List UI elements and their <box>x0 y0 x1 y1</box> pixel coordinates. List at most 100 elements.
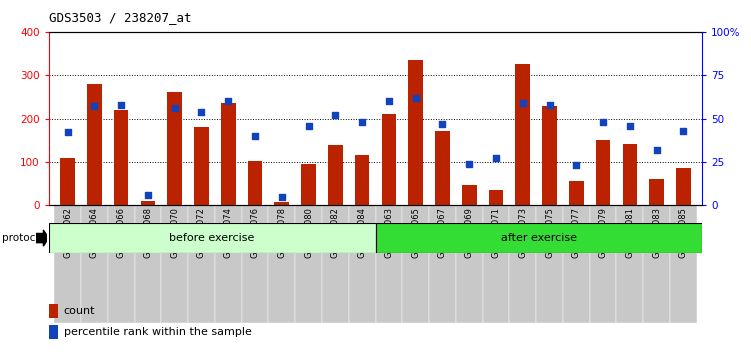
Bar <box>49 304 59 318</box>
Bar <box>542 105 557 205</box>
FancyBboxPatch shape <box>590 205 617 323</box>
FancyBboxPatch shape <box>617 205 644 323</box>
Bar <box>462 184 477 205</box>
Point <box>330 112 342 118</box>
FancyBboxPatch shape <box>81 205 107 323</box>
Point <box>677 128 689 133</box>
Text: GSM306074: GSM306074 <box>224 207 233 258</box>
FancyBboxPatch shape <box>644 205 670 323</box>
Point <box>303 123 315 129</box>
Point <box>490 156 502 161</box>
Text: GSM306083: GSM306083 <box>652 207 661 258</box>
FancyBboxPatch shape <box>348 205 376 323</box>
Bar <box>194 127 209 205</box>
Text: GSM306070: GSM306070 <box>170 207 179 258</box>
Bar <box>596 140 611 205</box>
Point <box>276 194 288 200</box>
Text: GSM306068: GSM306068 <box>143 207 152 258</box>
Bar <box>676 167 691 205</box>
Bar <box>49 223 376 253</box>
Bar <box>376 223 702 253</box>
FancyBboxPatch shape <box>268 205 295 323</box>
FancyBboxPatch shape <box>509 205 536 323</box>
Bar <box>489 190 503 205</box>
Point <box>89 104 101 109</box>
FancyBboxPatch shape <box>295 205 322 323</box>
Bar <box>274 202 289 205</box>
Text: GSM306066: GSM306066 <box>116 207 125 258</box>
Text: percentile rank within the sample: percentile rank within the sample <box>64 327 252 337</box>
Point <box>517 100 529 106</box>
FancyBboxPatch shape <box>134 205 161 323</box>
FancyBboxPatch shape <box>54 205 81 323</box>
Bar <box>301 164 316 205</box>
Text: after exercise: after exercise <box>501 233 577 243</box>
FancyBboxPatch shape <box>161 205 188 323</box>
Text: GSM306062: GSM306062 <box>63 207 72 258</box>
Text: GSM306078: GSM306078 <box>277 207 286 258</box>
Point <box>62 130 74 135</box>
Bar <box>382 114 397 205</box>
FancyBboxPatch shape <box>456 205 483 323</box>
Bar <box>354 155 369 205</box>
Text: GSM306064: GSM306064 <box>90 207 99 258</box>
Text: GSM306081: GSM306081 <box>626 207 635 258</box>
Point <box>624 123 636 129</box>
FancyArrow shape <box>36 230 49 246</box>
FancyBboxPatch shape <box>322 205 348 323</box>
FancyBboxPatch shape <box>107 205 134 323</box>
Text: GDS3503 / 238207_at: GDS3503 / 238207_at <box>49 11 192 24</box>
Text: GSM306085: GSM306085 <box>679 207 688 258</box>
FancyBboxPatch shape <box>536 205 563 323</box>
Text: GSM306077: GSM306077 <box>572 207 581 258</box>
Point <box>383 98 395 104</box>
Text: before exercise: before exercise <box>170 233 255 243</box>
Bar <box>248 161 262 205</box>
Point <box>544 102 556 108</box>
Point <box>115 102 127 108</box>
FancyBboxPatch shape <box>242 205 268 323</box>
FancyBboxPatch shape <box>188 205 215 323</box>
FancyBboxPatch shape <box>429 205 456 323</box>
Point <box>436 121 448 127</box>
Bar <box>167 92 182 205</box>
Text: GSM306076: GSM306076 <box>251 207 260 258</box>
Bar <box>650 179 664 205</box>
Bar <box>623 144 638 205</box>
Bar <box>409 60 423 205</box>
Text: GSM306063: GSM306063 <box>385 207 394 258</box>
Point <box>409 95 421 101</box>
Text: GSM306080: GSM306080 <box>304 207 313 258</box>
FancyBboxPatch shape <box>403 205 429 323</box>
Point <box>195 109 207 114</box>
FancyBboxPatch shape <box>215 205 242 323</box>
Bar <box>140 201 155 205</box>
Point <box>142 192 154 198</box>
Bar <box>221 103 236 205</box>
Text: GSM306073: GSM306073 <box>518 207 527 258</box>
FancyBboxPatch shape <box>670 205 697 323</box>
Text: GSM306071: GSM306071 <box>491 207 500 258</box>
Text: GSM306069: GSM306069 <box>465 207 474 258</box>
Bar <box>515 64 530 205</box>
Point <box>597 119 609 125</box>
FancyBboxPatch shape <box>376 205 403 323</box>
Text: GSM306075: GSM306075 <box>545 207 554 258</box>
Text: protocol: protocol <box>2 233 44 243</box>
Text: GSM306067: GSM306067 <box>438 207 447 258</box>
Text: count: count <box>64 306 95 316</box>
Point <box>650 147 662 153</box>
Bar <box>569 182 584 205</box>
Text: GSM306072: GSM306072 <box>197 207 206 258</box>
Point <box>570 162 582 168</box>
Text: GSM306082: GSM306082 <box>331 207 340 258</box>
Point <box>222 98 234 104</box>
Bar <box>87 84 101 205</box>
Text: GSM306065: GSM306065 <box>411 207 420 258</box>
Point <box>169 105 181 111</box>
Bar <box>328 145 342 205</box>
Bar <box>435 131 450 205</box>
Text: GSM306084: GSM306084 <box>357 207 366 258</box>
Bar <box>49 325 59 339</box>
FancyBboxPatch shape <box>563 205 590 323</box>
